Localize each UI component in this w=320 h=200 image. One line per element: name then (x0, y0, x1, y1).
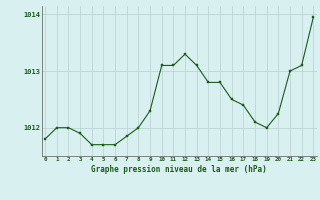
X-axis label: Graphe pression niveau de la mer (hPa): Graphe pression niveau de la mer (hPa) (91, 165, 267, 174)
